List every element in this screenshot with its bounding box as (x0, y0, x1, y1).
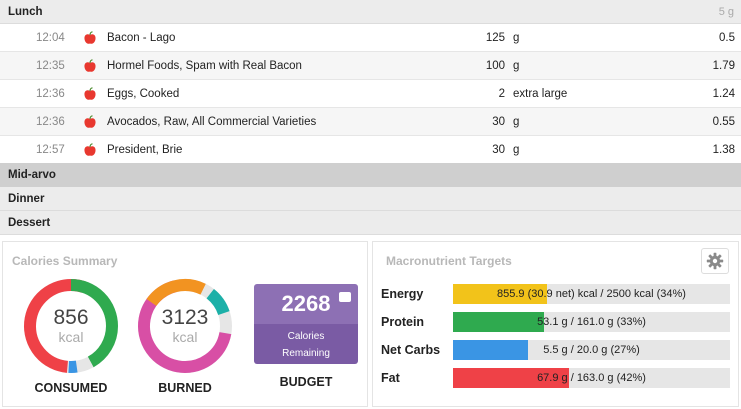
entry-unit: g (513, 143, 520, 156)
macro-bar-fill (453, 340, 528, 360)
entry-value: 0.5 (719, 31, 735, 44)
food-entry-row[interactable]: 12:04 Bacon - Lago 125 g 0.5 (0, 24, 741, 52)
entry-time: 12:36 (36, 115, 65, 128)
macro-bar: 855.9 (30.9 net) kcal / 2500 kcal (34%) (453, 284, 730, 304)
apple-icon (84, 31, 96, 44)
macro-row-energy[interactable]: Energy 855.9 (30.9 net) kcal / 2500 kcal… (381, 284, 733, 304)
panel-title-macros: Macronutrient Targets (386, 254, 512, 268)
entry-name: Hormel Foods, Spam with Real Bacon (107, 59, 302, 72)
burned-unit: kcal (172, 329, 198, 345)
macro-label: Fat (381, 371, 400, 385)
meal-header-dinner[interactable]: Dinner (0, 187, 741, 211)
macro-row-fat[interactable]: Fat 67.9 g / 163.0 g (42%) (381, 368, 733, 388)
macro-bar-fill (453, 368, 570, 388)
food-entry-row[interactable]: 12:36 Avocados, Raw, All Commercial Vari… (0, 108, 741, 136)
consumed-value: 856 (53, 306, 89, 329)
entry-quantity: 30 (492, 143, 505, 156)
consumed-label: CONSUMED (34, 381, 108, 395)
entry-time: 12:57 (36, 143, 65, 156)
macronutrient-targets-panel: Macronutrient Targets Energy 855.9 (30.9… (372, 241, 739, 407)
macro-bar: 5.5 g / 20.0 g (27%) (453, 340, 730, 360)
entry-unit: extra large (513, 87, 568, 100)
burned-ring[interactable]: 3123 kcal (137, 278, 233, 374)
entry-value: 1.24 (712, 87, 735, 100)
burned-ring-chart (138, 279, 232, 373)
burned-value: 3123 (161, 306, 209, 329)
macro-label: Protein (381, 315, 425, 329)
entry-quantity: 125 (485, 31, 505, 44)
macro-text: 855.9 (30.9 net) kcal / 2500 kcal (34%) (497, 288, 686, 300)
macro-text: 67.9 g / 163.0 g (42%) (537, 372, 646, 384)
entry-time: 12:36 (36, 87, 65, 100)
entry-unit: g (513, 115, 520, 128)
macro-bar-fill (453, 284, 548, 304)
macro-text: 53.1 g / 161.0 g (33%) (537, 316, 646, 328)
entry-name: Avocados, Raw, All Commercial Varieties (107, 115, 317, 128)
budget-value: 2268 (281, 291, 331, 316)
calories-summary-panel: Calories Summary 856 kcal CONSUMED 3123 … (2, 241, 368, 407)
burned-label: BURNED (158, 381, 212, 395)
meal-header-dessert[interactable]: Dessert (0, 211, 741, 235)
budget-card[interactable]: 2268 Calories Remaining (254, 284, 358, 364)
consumed-ring-chart (24, 279, 118, 373)
macro-bar: 67.9 g / 163.0 g (42%) (453, 368, 730, 388)
apple-icon (84, 143, 96, 156)
macro-row-protein[interactable]: Protein 53.1 g / 161.0 g (33%) (381, 312, 733, 332)
meal-total: 5 g (718, 5, 734, 18)
budget-caption-line2: Remaining (282, 348, 330, 359)
food-entry-row[interactable]: 12:35 Hormel Foods, Spam with Real Bacon… (0, 52, 741, 80)
apple-icon (84, 87, 96, 100)
macro-label: Net Carbs (381, 343, 441, 357)
scale-icon (339, 292, 351, 302)
meal-header-midarvo[interactable]: Mid-arvo (0, 163, 741, 187)
meal-title-midarvo: Mid-arvo (8, 169, 56, 181)
settings-button[interactable] (701, 248, 729, 274)
entry-quantity: 2 (498, 87, 505, 100)
apple-icon (84, 59, 96, 72)
entry-time: 12:35 (36, 59, 65, 72)
apple-icon (84, 115, 96, 128)
entry-value: 0.55 (712, 115, 735, 128)
meal-title-dessert: Dessert (8, 216, 51, 229)
macro-bar-fill (453, 312, 545, 332)
macro-bar: 53.1 g / 161.0 g (33%) (453, 312, 730, 332)
macro-row-net-carbs[interactable]: Net Carbs 5.5 g / 20.0 g (27%) (381, 340, 733, 360)
entry-name: Eggs, Cooked (107, 87, 180, 100)
macro-text: 5.5 g / 20.0 g (27%) (543, 344, 640, 356)
entry-value: 1.79 (712, 59, 735, 72)
meal-title-dinner: Dinner (8, 192, 45, 205)
entry-value: 1.38 (712, 143, 735, 156)
budget-label: BUDGET (279, 375, 333, 389)
entry-name: President, Brie (107, 143, 183, 156)
budget-value-area: 2268 (254, 284, 358, 324)
budget-caption: Calories Remaining (254, 324, 358, 364)
entry-quantity: 30 (492, 115, 505, 128)
entry-time: 12:04 (36, 31, 65, 44)
entry-unit: g (513, 31, 520, 44)
food-entry-row[interactable]: 12:36 Eggs, Cooked 2 extra large 1.24 (0, 80, 741, 108)
panel-title-calories: Calories Summary (12, 254, 118, 268)
meal-title-lunch: Lunch (8, 5, 43, 18)
macro-label: Energy (381, 287, 424, 301)
food-entry-row[interactable]: 12:57 President, Brie 30 g 1.38 (0, 136, 741, 164)
entry-unit: g (513, 59, 520, 72)
gear-icon (706, 252, 724, 270)
entry-name: Bacon - Lago (107, 31, 176, 44)
entry-quantity: 100 (485, 59, 505, 72)
meal-header-lunch[interactable]: Lunch 5 g (0, 0, 741, 24)
consumed-unit: kcal (58, 329, 84, 345)
consumed-ring[interactable]: 856 kcal (23, 278, 119, 374)
budget-caption-line1: Calories (287, 331, 325, 342)
